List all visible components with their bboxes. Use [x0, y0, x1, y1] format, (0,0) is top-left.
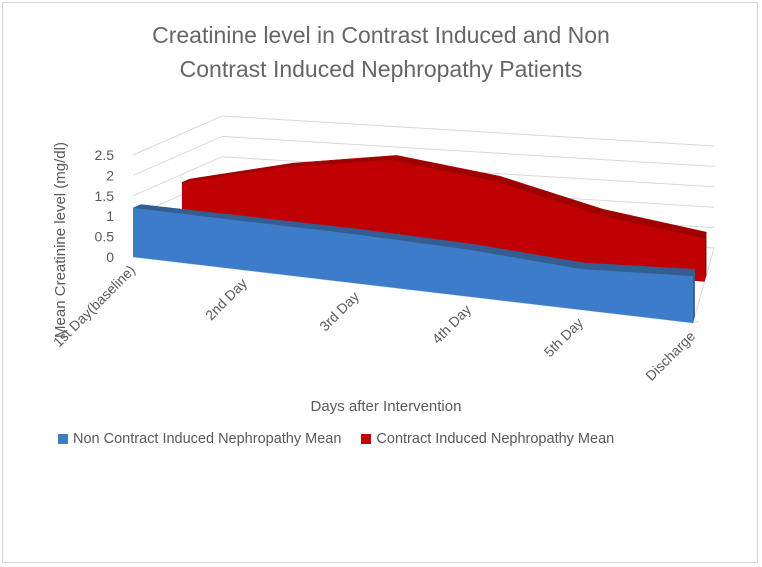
series-0-end-cap	[693, 269, 695, 323]
chart-title-line-1: Creatinine level in Contrast Induced and…	[152, 22, 610, 48]
y-tick-label-1: 0.5	[95, 229, 115, 245]
y-axis-title: Mean Creatinine level (mg/dl)	[52, 142, 69, 338]
y-tick-label-0: 0	[106, 249, 114, 265]
legend-item-non-cin: Non Contract Induced Nephropathy Mean	[58, 431, 341, 447]
series-1-area	[181, 160, 705, 282]
x-tick-label-4: 5th Day	[541, 315, 586, 360]
legend-swatch-cin	[361, 434, 372, 444]
legend: Non Contract Induced Nephropathy Mean Co…	[58, 431, 614, 447]
x-tick-label-2: 3rd Day	[316, 288, 362, 334]
legend-item-cin: Contract Induced Nephropathy Mean	[361, 431, 614, 447]
x-tick-mark-5	[692, 320, 700, 324]
floor-right-edge	[692, 247, 715, 324]
series-1	[181, 155, 707, 282]
y-tick-label-5: 2.5	[95, 147, 115, 163]
x-tick-label-3: 4th Day	[429, 301, 474, 346]
series-1-end-cap	[704, 232, 707, 282]
y-tick-label-2: 1	[106, 208, 114, 224]
y-tick-label-3: 1.5	[95, 188, 115, 204]
x-tick-label-1: 2nd Day	[202, 275, 250, 323]
legend-label-non-cin: Non Contract Induced Nephropathy Mean	[73, 431, 342, 447]
y-tick-label-4: 2	[106, 167, 114, 183]
gridline-back-4	[221, 135, 715, 167]
gridline-side-4	[132, 135, 223, 176]
x-axis-title: Days after Intervention	[311, 398, 462, 415]
chart-title-line-2: Contrast Induced Nephropathy Patients	[179, 56, 583, 82]
series-0-area	[133, 208, 693, 323]
legend-label-cin: Contract Induced Nephropathy Mean	[376, 431, 615, 447]
legend-swatch-non-cin	[58, 434, 68, 444]
gridline-side-3	[132, 156, 223, 197]
gridline-side-5	[132, 115, 223, 156]
gridline-back-5	[221, 115, 715, 147]
series-0	[132, 204, 696, 323]
x-tick-label-5: Discharge	[642, 328, 698, 384]
